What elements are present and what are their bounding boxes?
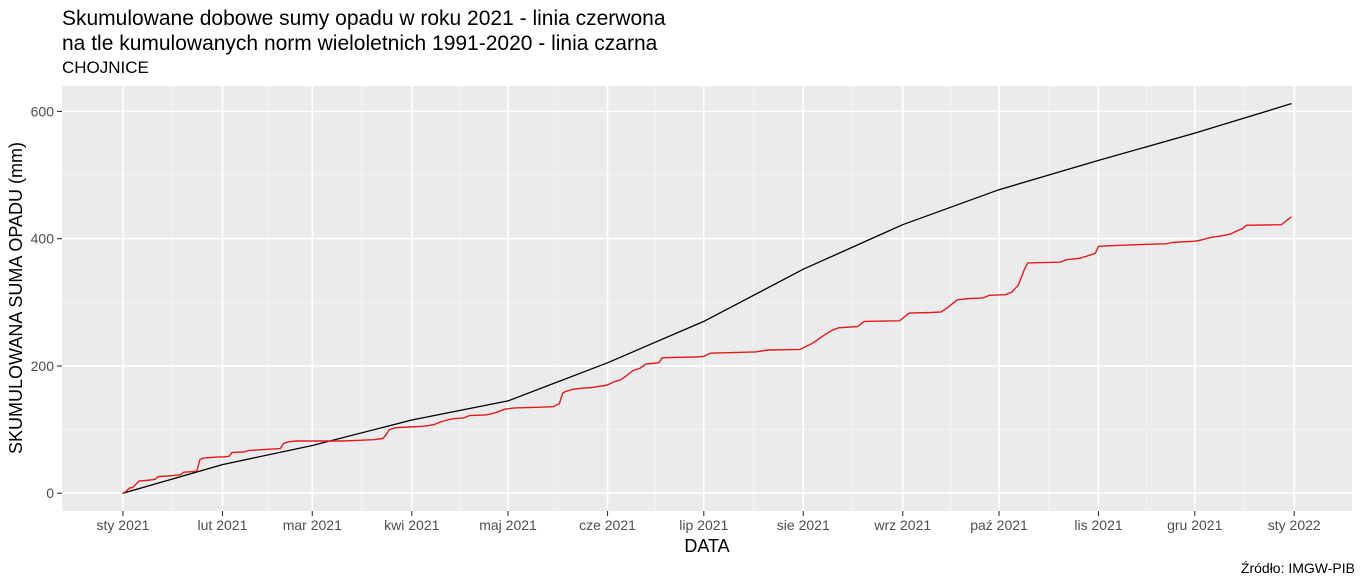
x-tick-label: maj 2021: [479, 517, 537, 533]
grid-minor: [62, 86, 1352, 511]
x-tick-label: kwi 2021: [384, 517, 439, 533]
x-tick-label: sty 2022: [1268, 517, 1321, 533]
x-tick-label: sty 2021: [97, 517, 150, 533]
y-tick-label: 0: [46, 485, 54, 501]
x-tick-label: cze 2021: [579, 517, 636, 533]
y-axis: 0 200 400 600: [31, 103, 62, 501]
x-axis: sty 2021 lut 2021 mar 2021 kwi 2021 maj 2021…: [97, 511, 1321, 533]
chart-subtitle: CHOJNICE: [62, 58, 149, 77]
series-line-norm: [122, 103, 1292, 494]
x-axis-title: DATA: [684, 536, 729, 556]
y-axis-title: SKUMULOWANA SUMA OPADU (mm): [6, 142, 26, 454]
grid-major: [62, 86, 1352, 511]
source-caption: Źródło: IMGW-PIB: [1240, 560, 1355, 576]
x-tick-label: paź 2021: [970, 517, 1028, 533]
x-tick-label: sie 2021: [777, 517, 830, 533]
series-layer: [122, 103, 1292, 494]
series-line-2021: [122, 216, 1292, 494]
x-tick-label: wrz 2021: [873, 517, 931, 533]
x-tick-label: lis 2021: [1074, 517, 1122, 533]
chart-title-line-2: na tle kumulowanych norm wieloletnich 19…: [62, 32, 658, 55]
y-tick-label: 400: [31, 231, 55, 247]
x-tick-label: mar 2021: [283, 517, 342, 533]
x-tick-label: lip 2021: [679, 517, 728, 533]
y-tick-label: 600: [31, 103, 55, 119]
plot-panel: [62, 86, 1352, 511]
y-tick-label: 200: [31, 358, 55, 374]
x-tick-label: lut 2021: [198, 517, 248, 533]
chart-title-line-1: Skumulowane dobowe sumy opadu w roku 202…: [62, 7, 666, 30]
x-tick-label: gru 2021: [1167, 517, 1222, 533]
chart-title: Skumulowane dobowe sumy opadu w roku 202…: [62, 6, 666, 56]
